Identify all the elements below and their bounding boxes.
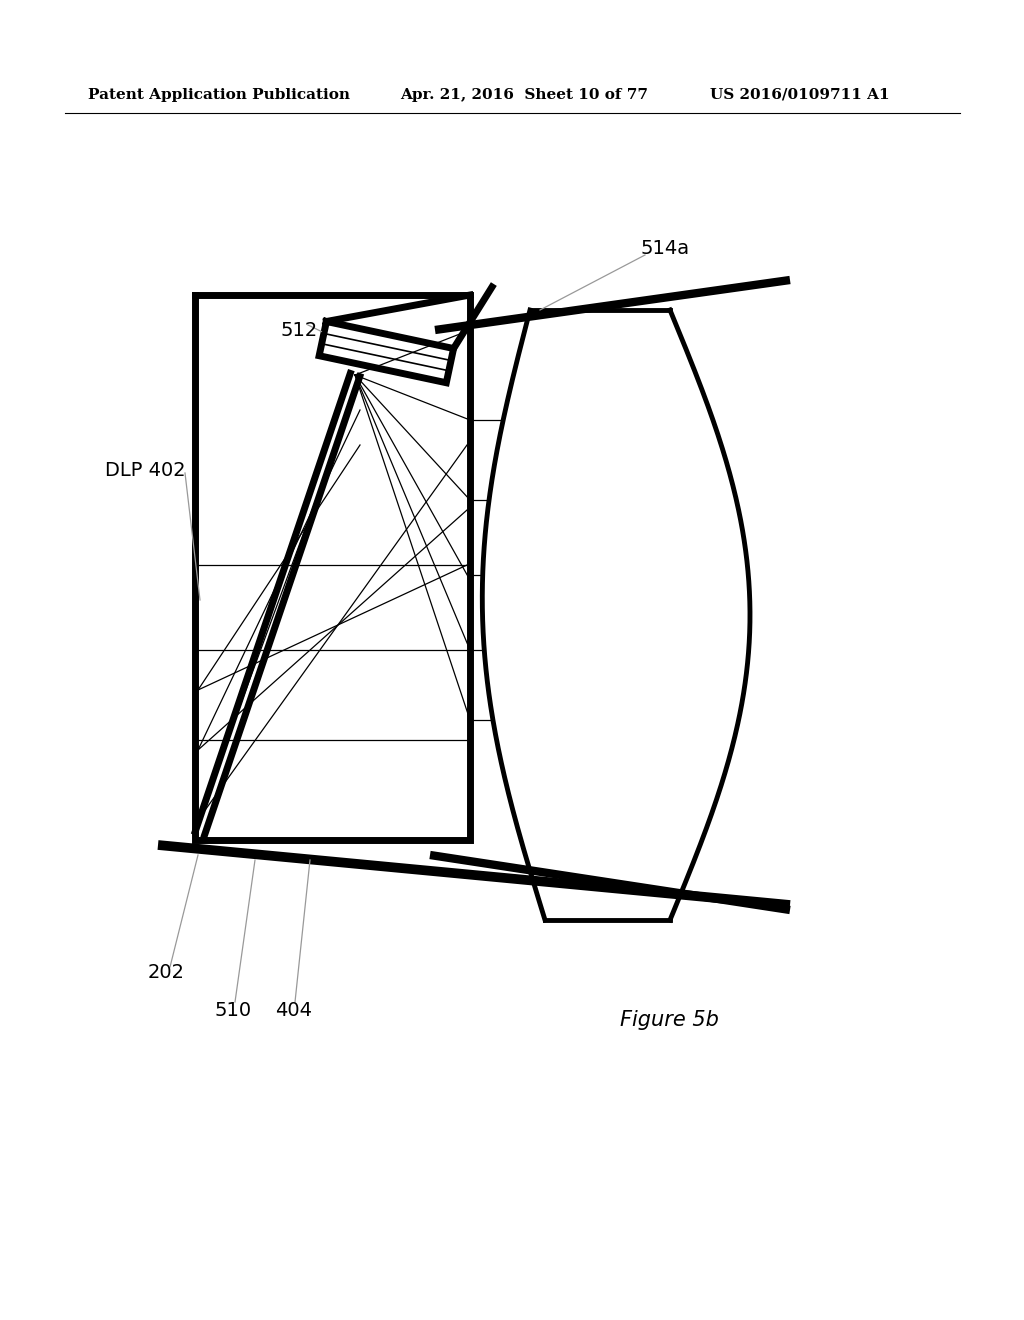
Text: 514a: 514a: [640, 239, 689, 257]
Text: DLP 402: DLP 402: [105, 461, 185, 479]
Text: US 2016/0109711 A1: US 2016/0109711 A1: [710, 88, 890, 102]
Text: Patent Application Publication: Patent Application Publication: [88, 88, 350, 102]
Text: 510: 510: [215, 1001, 252, 1019]
Text: Apr. 21, 2016  Sheet 10 of 77: Apr. 21, 2016 Sheet 10 of 77: [400, 88, 648, 102]
Text: 202: 202: [148, 962, 185, 982]
Text: Figure 5b: Figure 5b: [620, 1010, 719, 1030]
Text: 512: 512: [280, 321, 317, 339]
Text: 404: 404: [275, 1001, 312, 1019]
